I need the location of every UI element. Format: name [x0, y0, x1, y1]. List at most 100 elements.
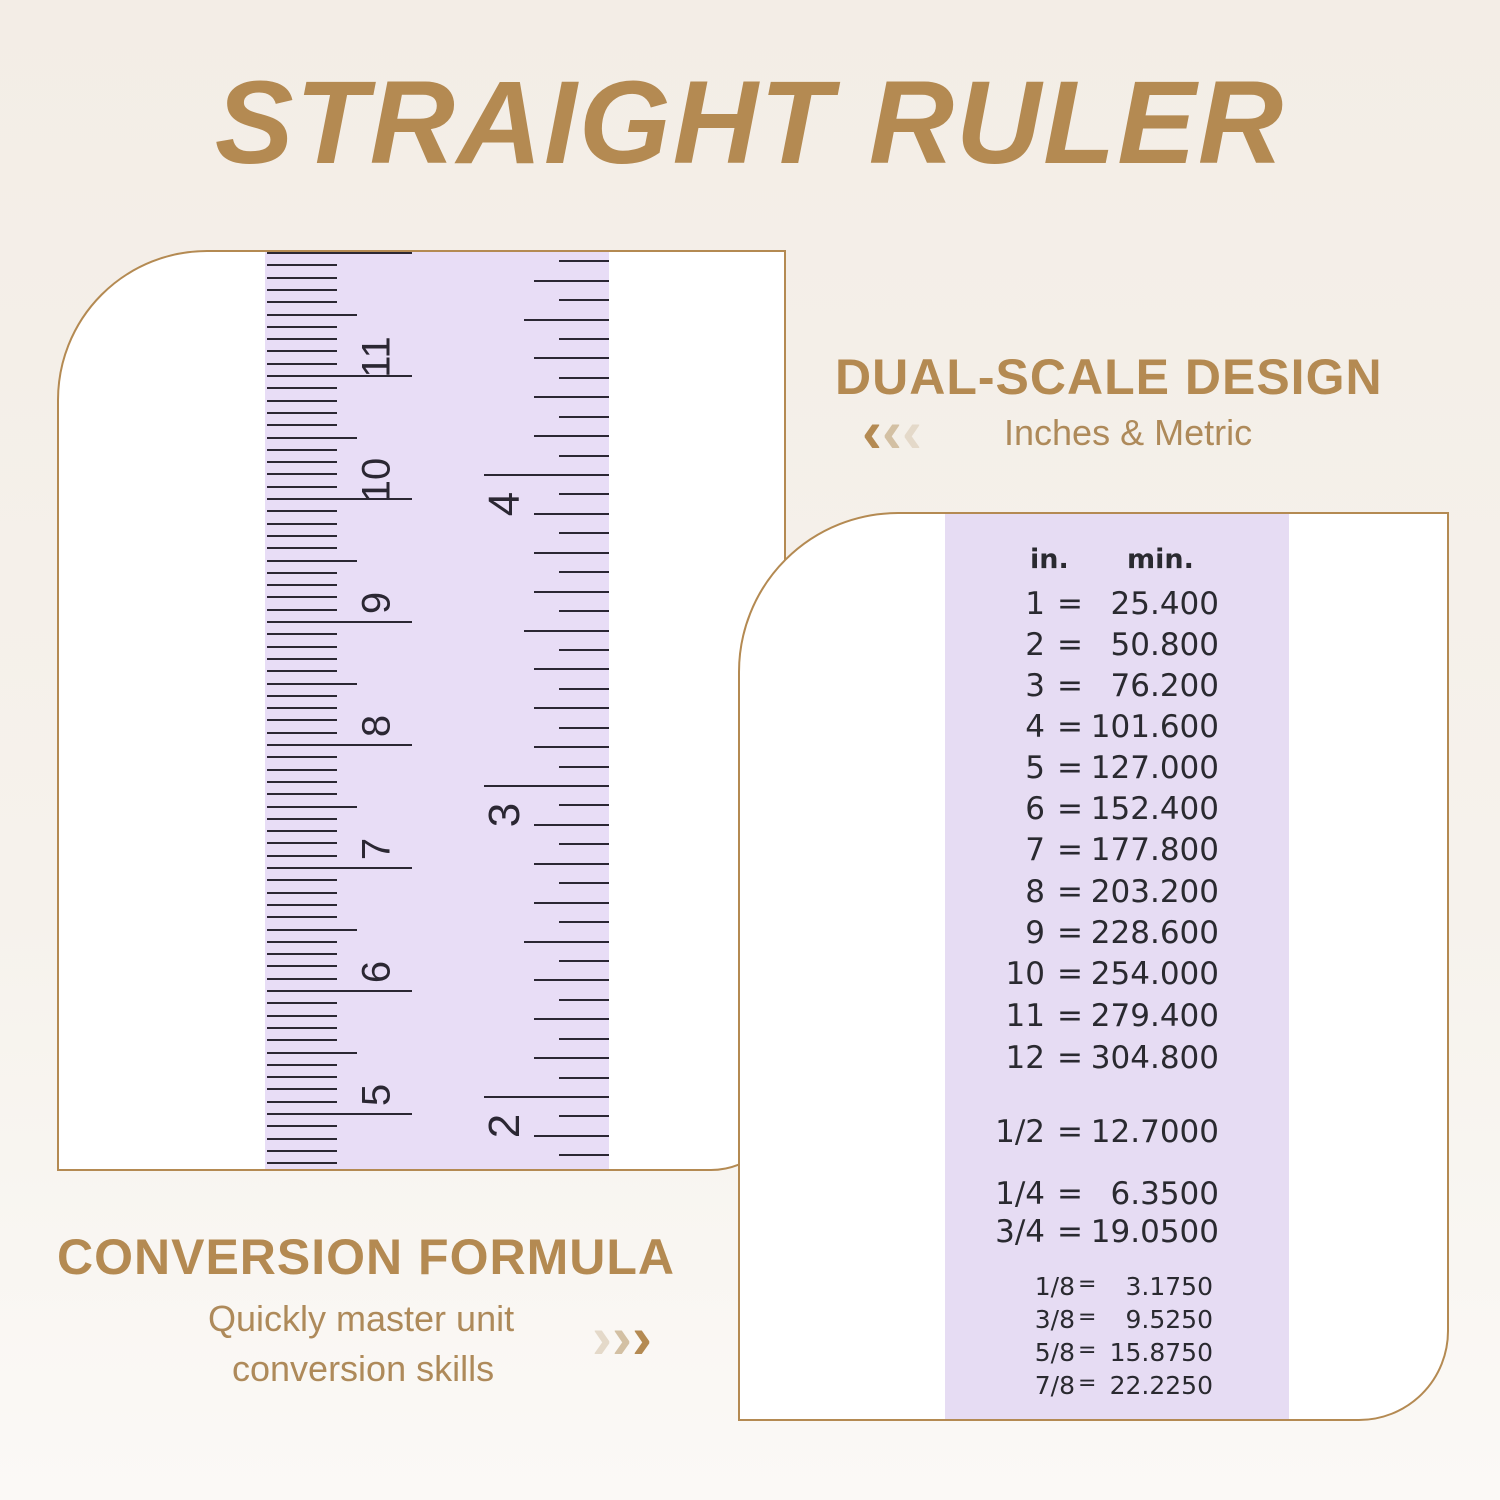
equals-sign: =: [1078, 1272, 1097, 1297]
mm-tick: [267, 731, 337, 734]
mm-tick: [267, 559, 357, 562]
inch-value: 9: [1025, 915, 1045, 951]
cm-label: 9: [354, 591, 399, 615]
mm-value: 228.600: [1090, 915, 1219, 951]
mm-value: 203.200: [1090, 874, 1219, 910]
mm-tick: [267, 756, 337, 759]
inch-tick: [559, 1076, 609, 1079]
cm-label: 11: [354, 336, 399, 378]
mm-tick: [267, 461, 337, 464]
cm-label: 6: [354, 960, 399, 984]
mm-tick: [267, 485, 337, 488]
mm-tick: [267, 621, 412, 623]
chevrons-right-icon: ›››: [592, 1304, 652, 1371]
mm-tick: [267, 1162, 337, 1165]
mm-tick: [267, 608, 337, 611]
mm-value: 127.000: [1090, 750, 1219, 786]
inch-tick: [534, 512, 609, 515]
equals-sign: =: [1057, 586, 1083, 622]
mm-value: 22.2250: [1109, 1371, 1213, 1400]
mm-tick: [267, 252, 412, 254]
equals-sign: =: [1057, 1176, 1083, 1212]
inch-tick: [534, 1057, 609, 1060]
mm-tick: [267, 362, 337, 365]
inch-value: 1/4: [995, 1176, 1045, 1212]
inch-tick: [484, 474, 609, 476]
mm-value: 25.400: [1110, 586, 1219, 622]
mm-tick: [267, 719, 337, 722]
inch-tick: [524, 629, 609, 632]
mm-tick: [267, 288, 337, 291]
mm-tick: [267, 534, 337, 537]
mm-tick: [267, 571, 337, 574]
inch-tick: [484, 1096, 609, 1098]
inch-tick: [559, 337, 609, 340]
equals-sign: =: [1057, 915, 1083, 951]
mm-tick: [267, 301, 337, 304]
inch-value: 1/8: [1034, 1272, 1075, 1301]
equals-sign: =: [1057, 998, 1083, 1034]
inch-tick: [534, 279, 609, 282]
cm-label: 7: [354, 837, 399, 861]
inch-tick: [559, 260, 609, 263]
inch-tick: [559, 454, 609, 457]
page-title: STRAIGHT RULER: [214, 57, 1286, 189]
mm-tick: [267, 990, 412, 992]
mm-tick: [267, 436, 357, 439]
mm-tick: [267, 1137, 337, 1140]
mm-tick: [267, 670, 337, 673]
inch-tick: [534, 1018, 609, 1021]
inch-tick: [559, 998, 609, 1001]
inch-tick: [559, 299, 609, 302]
mm-value: 101.600: [1090, 709, 1219, 745]
mm-tick: [267, 510, 337, 513]
mm-tick: [267, 953, 337, 956]
mm-tick: [267, 916, 337, 919]
inch-tick: [559, 571, 609, 574]
inch-tick: [534, 396, 609, 399]
inch-tick: [534, 1134, 609, 1137]
mm-tick: [267, 867, 412, 869]
mm-value: 304.800: [1090, 1040, 1219, 1076]
mm-tick: [267, 682, 357, 685]
inch-tick: [559, 882, 609, 885]
mm-tick: [267, 498, 412, 500]
equals-sign: =: [1057, 750, 1083, 786]
inch-tick: [559, 804, 609, 807]
inch-tick: [484, 785, 609, 787]
mm-tick: [267, 830, 337, 833]
inch-tick: [559, 1154, 609, 1157]
inch-tick: [559, 726, 609, 729]
mm-tick: [267, 817, 337, 820]
mm-tick: [267, 965, 337, 968]
chevrons-left-icon: ‹‹‹: [862, 398, 922, 465]
inch-value: 6: [1025, 791, 1045, 827]
inch-value: 10: [1005, 956, 1045, 992]
inch-tick: [534, 746, 609, 749]
mm-value: 177.800: [1090, 832, 1219, 868]
inch-tick: [559, 648, 609, 651]
mm-tick: [267, 596, 337, 599]
mm-tick: [267, 780, 337, 783]
equals-sign: =: [1078, 1338, 1097, 1363]
equals-sign: =: [1057, 832, 1083, 868]
mm-tick: [267, 793, 337, 796]
mm-tick: [267, 879, 337, 882]
cm-label: 8: [354, 714, 399, 738]
mm-tick: [267, 276, 337, 279]
equals-sign: =: [1057, 1114, 1083, 1150]
mm-tick: [267, 1149, 337, 1152]
mm-tick: [267, 805, 357, 808]
conversion-table: in. min. 1 = 25.400 2 = 50.800 3 = 76.200 4 = 101.6…: [945, 514, 1289, 1419]
inch-value: 3/4: [995, 1214, 1045, 1250]
inch-tick: [534, 901, 609, 904]
mm-value: 19.0500: [1090, 1214, 1219, 1250]
inch-tick: [534, 590, 609, 593]
inch-value: 5/8: [1034, 1338, 1075, 1367]
inch-tick: [534, 823, 609, 826]
mm-tick: [267, 325, 337, 328]
inch-value: 7/8: [1034, 1371, 1075, 1400]
mm-tick: [267, 448, 337, 451]
inch-tick: [534, 551, 609, 554]
inch-tick: [559, 493, 609, 496]
